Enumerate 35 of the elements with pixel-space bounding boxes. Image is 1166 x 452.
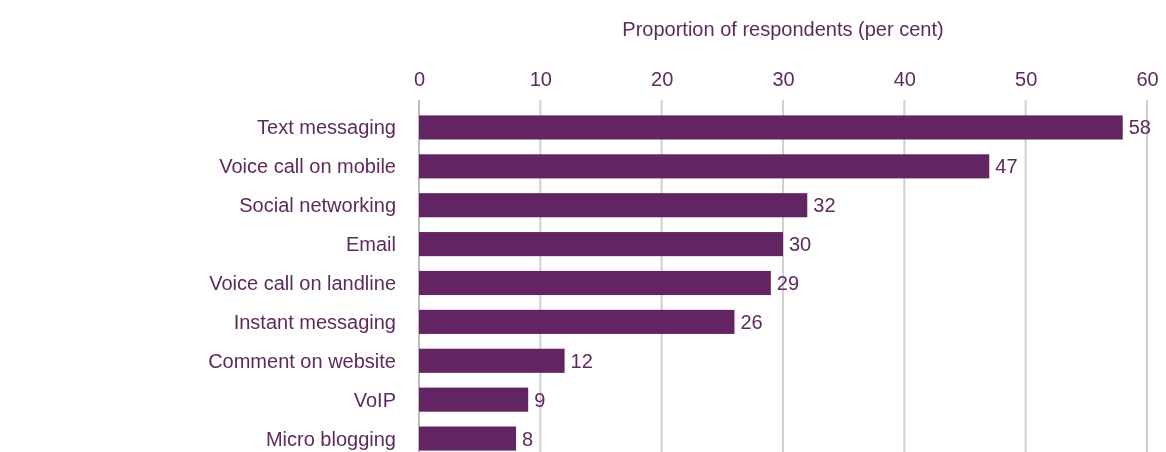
data-label: 32 [813,194,836,217]
x-tick-label: 30 [772,68,795,90]
bar [419,348,565,373]
data-label: 8 [522,427,534,450]
x-tick-label: 20 [651,68,674,90]
x-axis-title: Proportion of respondents (per cent) [622,18,944,40]
bar [419,232,783,257]
data-label: 58 [1128,116,1151,139]
y-tick-label: Voice call on mobile [219,155,396,178]
bar [419,154,990,179]
x-tick-label: 40 [893,68,916,90]
data-label: 9 [534,388,546,411]
data-label: 12 [570,349,593,372]
bar [419,426,517,451]
data-label: 26 [740,310,763,333]
bar [419,193,808,218]
data-label: 47 [995,155,1018,178]
bar [419,387,529,412]
x-tick-label: 50 [1015,68,1038,90]
y-tick-label: Text messaging [257,116,396,139]
y-tick-label: Social networking [239,194,396,217]
y-tick-label: VoIP [353,388,396,411]
x-tick-label: 60 [1136,68,1159,90]
y-tick-label: Email [345,233,396,256]
x-tick-label: 10 [529,68,552,90]
bar [419,115,1123,140]
y-tick-label: Voice call on landline [209,272,396,294]
x-tick-label: 0 [413,68,426,90]
data-label: 29 [776,272,800,294]
bar [419,270,771,296]
y-tick-label: Comment on website [208,349,396,372]
data-label: 30 [789,233,812,256]
y-tick-label: Instant messaging [233,310,396,333]
bar [419,309,735,334]
y-tick-label: Micro blogging [265,427,396,450]
